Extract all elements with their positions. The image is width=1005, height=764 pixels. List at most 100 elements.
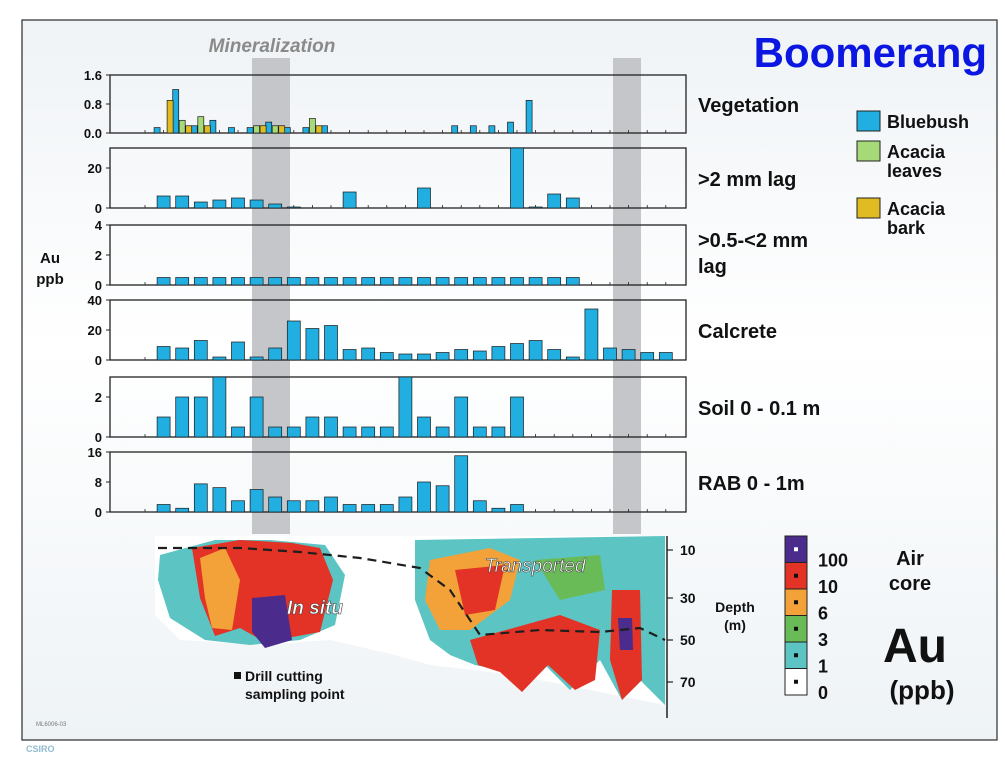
y-axis-label-line1: Au	[40, 250, 60, 267]
depth-label-line1: Depth	[715, 599, 755, 615]
bar	[417, 481, 431, 513]
bar	[435, 277, 450, 286]
y-tick-label: 0.0	[84, 126, 102, 141]
panel-frame	[109, 147, 687, 209]
bar	[305, 416, 320, 438]
footer-logo: CSIRO	[26, 744, 55, 754]
legend-label-acacia-leaves-1: Acacia	[887, 142, 946, 162]
transported-boundary	[158, 546, 666, 641]
bar	[268, 347, 283, 361]
mineralization-label: Mineralization	[209, 36, 336, 57]
bar	[417, 416, 431, 438]
bar	[658, 352, 673, 361]
bar	[472, 426, 487, 438]
footer-code: ML6006-03	[36, 722, 67, 728]
bar	[193, 277, 208, 286]
bar	[268, 496, 283, 513]
scale-title-line1: Air	[896, 548, 924, 570]
bar	[286, 320, 301, 361]
bar	[528, 206, 543, 209]
y-tick-label: 0	[95, 430, 102, 445]
bar	[283, 127, 291, 134]
bar	[379, 504, 394, 513]
bar	[178, 119, 186, 134]
legend-label-acacia-leaves-2: leaves	[887, 161, 942, 181]
bar	[209, 119, 217, 134]
bar	[246, 127, 254, 134]
bar	[454, 277, 469, 286]
bar	[302, 127, 310, 134]
bar	[510, 396, 524, 438]
bar	[451, 125, 459, 134]
bar	[525, 100, 533, 134]
y-tick-label: 8	[95, 475, 102, 490]
bar	[491, 426, 506, 438]
bar	[193, 201, 208, 209]
mineralization-band-right	[613, 58, 641, 534]
scale-element: Au	[883, 620, 947, 673]
scale-label: 0	[818, 683, 828, 703]
bar	[156, 504, 171, 513]
drill-point-symbol	[234, 672, 241, 679]
bar	[435, 352, 450, 361]
panel-5: 0 2 Soil 0 - 0.1 m	[95, 376, 820, 445]
bar	[175, 195, 190, 209]
y-tick-label: 0	[95, 278, 102, 293]
panel-1: 0.0 0.8 1.6 Vegetation	[84, 68, 799, 141]
bar	[315, 125, 323, 134]
bar	[231, 197, 245, 209]
bar	[361, 347, 376, 361]
bar	[417, 353, 431, 361]
bar	[175, 277, 190, 286]
bar	[491, 277, 506, 286]
bar	[510, 504, 524, 513]
bar	[379, 277, 394, 286]
bar	[361, 277, 376, 286]
bar	[253, 125, 260, 134]
panel-label: Vegetation	[698, 95, 799, 117]
bar	[305, 328, 320, 361]
panel-3: 0 2 4 >0.5-<2 mm lag	[95, 218, 808, 293]
scale-swatch-dot	[794, 679, 798, 684]
legend: Bluebush Acacia leaves Acacia bark	[856, 110, 969, 238]
bar	[472, 500, 487, 513]
panel-label: >0.5-<2 mm	[698, 230, 808, 252]
bar	[197, 116, 205, 134]
bar	[305, 277, 320, 286]
section-very-high-au-2	[618, 618, 633, 650]
scale-unit: (ppb)	[890, 675, 955, 705]
depth-ticks: 10 30 50 70	[667, 542, 696, 690]
bar	[212, 199, 227, 209]
bar	[398, 277, 413, 286]
section-mid-au-1	[200, 548, 240, 630]
bar	[379, 426, 394, 438]
bar	[324, 325, 338, 361]
bar	[528, 340, 543, 361]
bar	[175, 347, 190, 361]
bar	[212, 277, 227, 286]
bar	[286, 426, 301, 438]
bar	[172, 89, 180, 134]
y-tick-label: 0	[95, 353, 102, 368]
legend-label-acacia-bark-1: Acacia	[887, 199, 946, 219]
bar	[469, 125, 477, 134]
slide-title: Boomerang	[754, 29, 987, 76]
bar	[268, 203, 283, 209]
panel-frame	[109, 376, 687, 438]
bar	[454, 396, 469, 438]
bar	[286, 206, 301, 209]
panel-label-line2: lag	[698, 256, 727, 278]
bar	[621, 349, 636, 361]
panel-label: Calcrete	[698, 321, 777, 343]
scale-title-line2: core	[889, 573, 931, 595]
transported-label: Transported	[484, 556, 586, 577]
bar	[324, 277, 338, 286]
bar	[249, 356, 264, 361]
bar	[435, 426, 450, 438]
bar	[454, 455, 469, 513]
scale-swatch-dot	[794, 573, 798, 578]
bar	[231, 426, 245, 438]
bar	[342, 191, 357, 209]
